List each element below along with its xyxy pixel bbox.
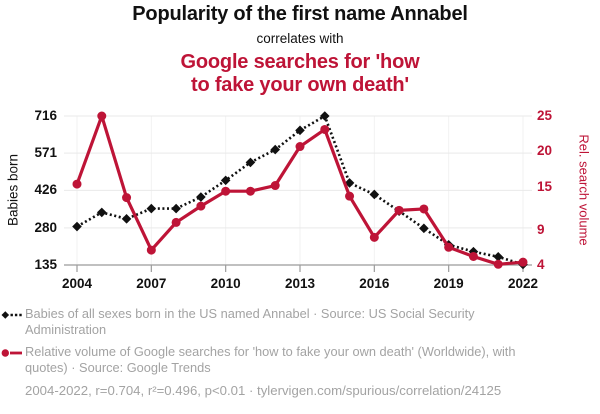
- page-title: Popularity of the first name Annabel: [132, 3, 468, 25]
- red-series-legend-icon: [1, 349, 22, 357]
- legend-item-searches: Relative volume of Google searches for '…: [25, 344, 516, 375]
- red-heading-line1: Google searches for 'how: [180, 51, 420, 73]
- y-axis-tick-label-left: 571: [34, 145, 57, 161]
- line-chart-plot: [64, 111, 532, 272]
- x-axis-tick-label: 2016: [359, 276, 390, 291]
- x-axis-tick-label: 2007: [136, 276, 167, 291]
- footer-stats: 2004-2022, r=0.704, r²=0.496, p<0.01 · t…: [25, 383, 502, 398]
- y-axis-tick-label-right: 20: [537, 143, 553, 159]
- y-axis-tick-label-left: 135: [34, 257, 57, 272]
- red-heading-line2: to fake your own death': [191, 74, 409, 96]
- y-axis-tick-label-left: 716: [34, 108, 57, 123]
- x-axis-tick-label: 2019: [433, 276, 464, 291]
- y-axis-tick-label-left: 426: [34, 182, 57, 198]
- y-axis-tick-label-right: 4: [537, 257, 545, 272]
- x-axis-tick-label: 2010: [210, 276, 241, 291]
- x-axis-tick-label: 2022: [507, 276, 539, 291]
- page-subtitle: correlates with: [256, 31, 344, 46]
- x-axis-tick-label: 2013: [284, 276, 316, 291]
- x-axis-tick-label: 2004: [61, 276, 93, 291]
- y-axis-tick-label-right: 9: [537, 221, 545, 237]
- y-axis-tick-label-right: 15: [537, 178, 553, 194]
- black-series-legend-icon: [1, 311, 23, 319]
- y-axis-tick-label-left: 280: [34, 219, 57, 235]
- legend-item-babies: Babies of all sexes born in the US named…: [25, 306, 475, 337]
- y-axis-tick-label-right: 25: [537, 108, 553, 123]
